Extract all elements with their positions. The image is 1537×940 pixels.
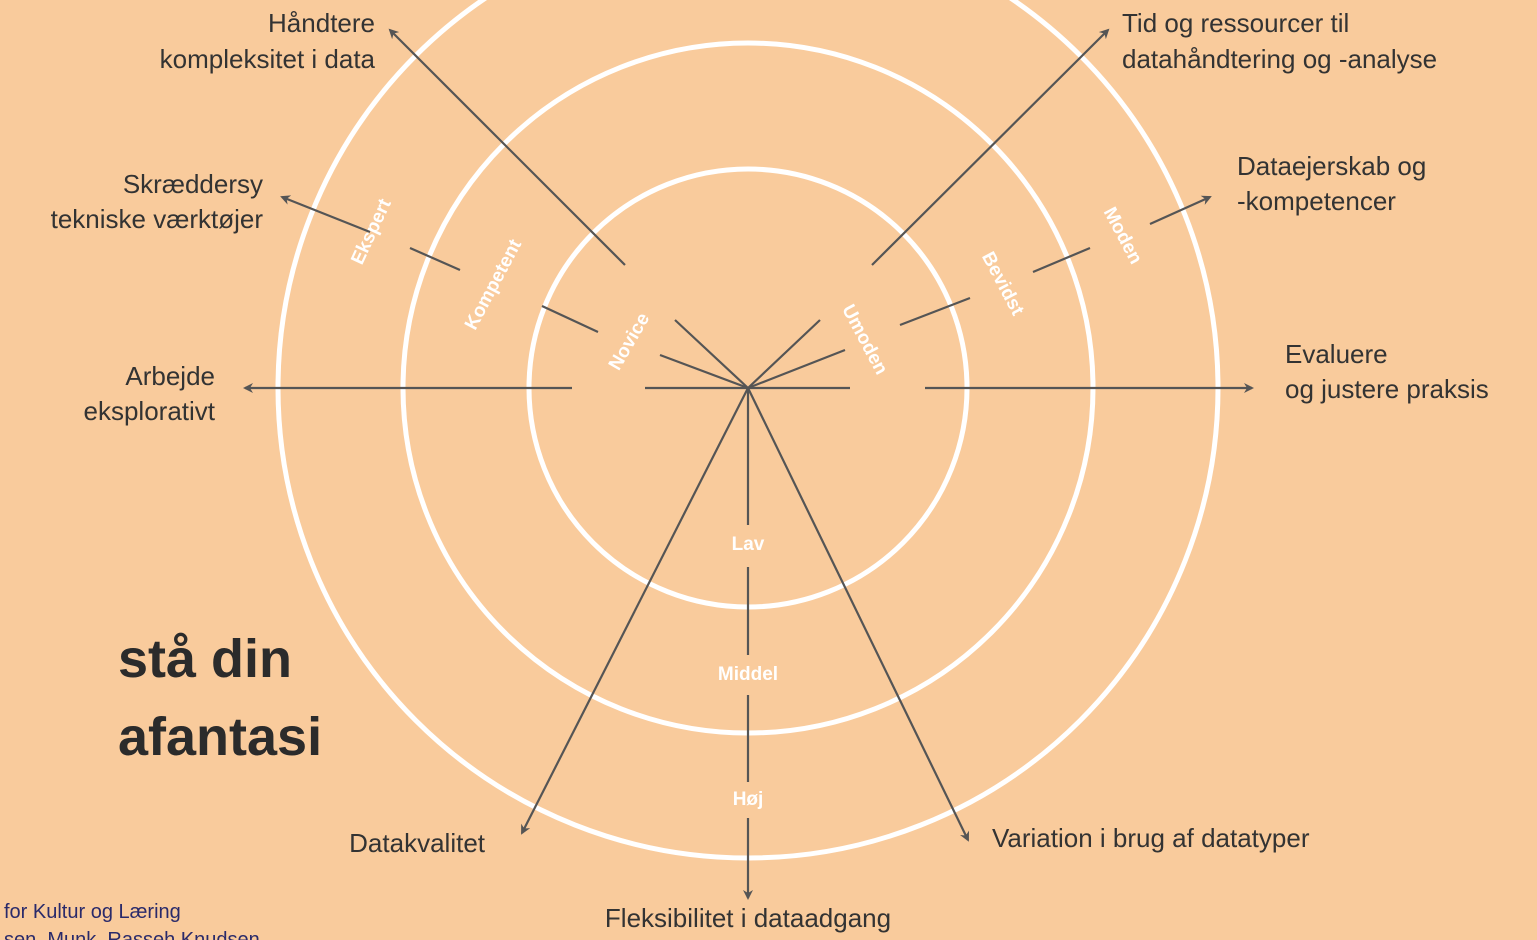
axis-label: Dataejerskab og -kompetencer — [1237, 151, 1426, 216]
label-line: kompleksitet i data — [160, 44, 376, 74]
label-line: Håndtere — [268, 8, 375, 38]
label-line: Tid og ressourcer til — [1122, 8, 1349, 38]
ring-label: Høj — [733, 789, 764, 810]
axis-line — [747, 30, 1108, 389]
ring-label: Ekspert — [347, 195, 396, 268]
axis-label: Fleksibilitet i dataadgang — [605, 903, 891, 933]
axis-label: Datakvalitet — [349, 828, 486, 858]
label-line: Arbejde — [125, 361, 215, 391]
axis-label: Håndtere kompleksitet i data — [160, 8, 376, 74]
title: afantasi — [118, 707, 322, 767]
axis-lines — [245, 30, 1252, 898]
ring-label: Novice — [605, 310, 654, 374]
axis-label: Evaluere og justere praksis — [1285, 339, 1489, 404]
label-line: datahåndtering og -analyse — [1122, 44, 1437, 74]
footer: for Kultur og Læring — [4, 901, 181, 923]
axis-line — [521, 387, 749, 835]
label-line: tekniske værktøjer — [51, 204, 264, 234]
label-line: eksplorativt — [84, 396, 216, 426]
ring-labels: Novice Kompetent Ekspert Umoden Bevidst … — [347, 195, 1146, 810]
ring-label: Bevidst — [977, 249, 1028, 320]
label-line: og justere praksis — [1285, 374, 1489, 404]
ring-label: Moden — [1099, 204, 1146, 268]
axis-label: Skræddersy tekniske værktøjer — [51, 169, 264, 234]
label-line: Evaluere — [1285, 339, 1388, 369]
label-line: Dataejerskab og — [1237, 151, 1426, 181]
label-line: Skræddersy — [123, 169, 263, 199]
axis-label: Variation i brug af datatyper — [992, 823, 1310, 853]
ring-label: Umoden — [837, 301, 891, 378]
axis-line — [282, 197, 749, 390]
axis-labels: Håndtere kompleksitet i data Tid og resso… — [51, 8, 1489, 933]
axis-label: Arbejde eksplorativt — [84, 361, 216, 426]
footer: sen, Munk, Rasseh Knudsen — [4, 929, 260, 940]
axis-label: Tid og ressourcer til datahåndtering og -… — [1122, 8, 1437, 74]
axis-line — [390, 30, 749, 389]
axis-line — [747, 197, 1210, 390]
title: stå din — [118, 629, 292, 689]
axis-line — [747, 387, 969, 842]
label-line: -kompetencer — [1237, 186, 1396, 216]
ring-label: Kompetent — [461, 235, 526, 333]
ring-label: Lav — [732, 534, 765, 555]
ring-label: Middel — [718, 664, 778, 685]
